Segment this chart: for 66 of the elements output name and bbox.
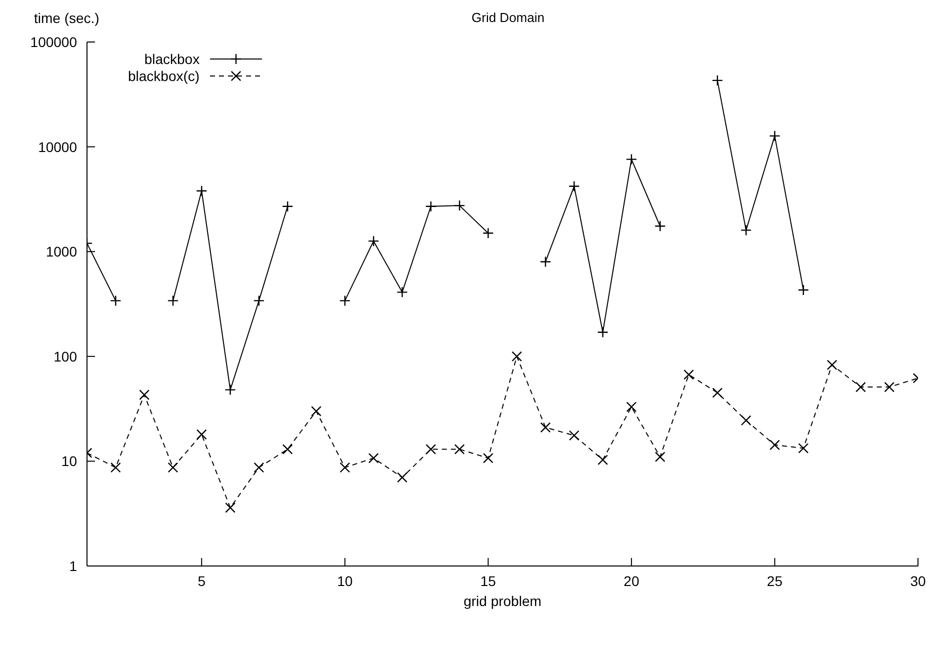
point (540, 422, 551, 433)
point (740, 224, 752, 236)
point (253, 295, 265, 306)
y-axis-title: time (sec.) (34, 10, 100, 26)
point (684, 369, 694, 380)
point (482, 452, 494, 464)
y-tick-label: 1000 (46, 244, 78, 260)
point (770, 440, 780, 450)
point (282, 444, 293, 454)
point (740, 415, 752, 426)
point (855, 382, 866, 392)
x-tick-label: 5 (198, 572, 206, 589)
point (482, 228, 494, 239)
point (110, 295, 122, 306)
y-tick-label: 10 (61, 453, 78, 470)
point (540, 256, 552, 268)
y-tick-label: 100 (54, 348, 78, 364)
x-axis-title: grid problem (464, 593, 542, 609)
point (512, 351, 522, 362)
point (196, 185, 208, 196)
point (368, 235, 380, 247)
point (225, 502, 236, 513)
x-tick-label: 25 (766, 572, 783, 589)
point (110, 462, 121, 473)
point (396, 286, 408, 298)
legend-label: blackbox (144, 50, 200, 66)
chart-title: Grid Domain (472, 10, 544, 25)
point (626, 402, 637, 412)
point (826, 360, 838, 370)
point (167, 295, 179, 306)
point (712, 74, 724, 86)
point (568, 430, 580, 441)
point (769, 130, 780, 142)
point (139, 390, 150, 400)
point (654, 452, 666, 462)
point (254, 462, 264, 473)
point (798, 284, 809, 296)
point (454, 444, 465, 454)
point (597, 326, 608, 338)
x-tick-label: 20 (624, 572, 640, 589)
y-tick-label: 10000 (38, 138, 78, 155)
point (340, 462, 350, 473)
legend-label: blackbox(c) (128, 68, 200, 84)
point (598, 454, 608, 466)
point (884, 382, 895, 392)
x-tick-label: 15 (480, 572, 496, 589)
x-tick-label: 10 (337, 572, 353, 589)
point (425, 200, 436, 212)
point (196, 429, 207, 440)
x-tick-label: 30 (910, 572, 926, 589)
y-tick-label: 100000 (30, 34, 78, 50)
point (712, 388, 723, 398)
point (282, 200, 294, 212)
point (168, 462, 178, 473)
point (426, 444, 436, 454)
y-tick-label: 1 (69, 558, 78, 574)
point (224, 384, 236, 396)
point (368, 452, 379, 464)
point (654, 220, 666, 232)
point (568, 180, 580, 192)
point (626, 154, 638, 165)
point (397, 472, 408, 483)
point (311, 406, 322, 416)
point (454, 200, 466, 212)
point (798, 443, 809, 454)
point (339, 295, 350, 306)
